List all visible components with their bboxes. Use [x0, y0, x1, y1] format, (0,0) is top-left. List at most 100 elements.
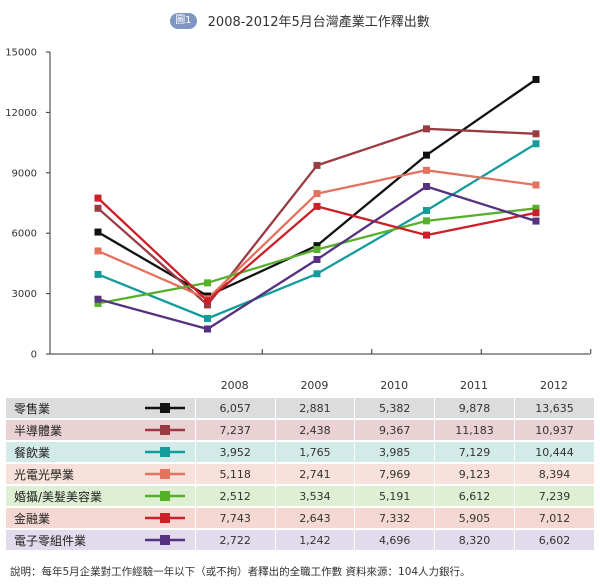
table-row: 光電光學業 5,118 2,741 7,969 9,123 8,394	[6, 464, 594, 484]
data-table: 2008 2009 2010 2011 2012 零售業 6,057 2,881 5,382 9…	[6, 372, 594, 552]
data-point	[423, 217, 430, 225]
value-cell: 6,602	[514, 530, 594, 550]
data-point	[94, 295, 102, 303]
value-cell: 2,722	[194, 530, 275, 550]
value-cell: 2,438	[274, 420, 355, 440]
value-cell: 2,741	[274, 464, 355, 484]
legend-swatch	[145, 513, 186, 523]
data-point	[313, 255, 321, 263]
legend-swatch-cell	[135, 530, 195, 550]
data-point	[423, 166, 430, 174]
value-cell: 5,118	[194, 464, 275, 484]
table-header-year: 2008	[220, 378, 249, 392]
table-row: 電子零組件業 2,722 1,242 4,696 8,320 6,602	[6, 530, 594, 550]
data-point	[313, 270, 321, 278]
legend-swatch-marker	[160, 425, 171, 435]
series-name: 電子零組件業	[6, 530, 136, 550]
table-header-year: 2012	[540, 378, 568, 392]
legend-swatch	[145, 447, 186, 457]
value-cell: 8,394	[514, 464, 594, 484]
value-cell: 6,057	[194, 398, 275, 418]
data-point	[532, 75, 540, 83]
data-point	[313, 245, 321, 253]
data-point	[532, 140, 540, 148]
data-point	[94, 228, 102, 236]
value-cell: 2,643	[274, 508, 355, 528]
table-header-row: 2008 2009 2010 2011 2012	[6, 374, 594, 396]
series-name: 半導體業	[6, 420, 136, 440]
series-name: 婚攝/美髮美容業	[6, 486, 136, 506]
series-name: 金融業	[6, 508, 136, 528]
value-cell: 5,191	[354, 486, 435, 506]
data-point	[313, 242, 321, 250]
y-tick-label: 0	[31, 350, 37, 361]
legend-swatch-marker	[160, 491, 171, 501]
legend-swatch-marker	[160, 513, 171, 523]
series-name: 光電光學業	[6, 464, 136, 484]
data-point	[532, 204, 540, 212]
y-tick-label: 3000	[12, 289, 37, 300]
series-name: 零售業	[6, 398, 136, 418]
data-point	[204, 314, 211, 322]
data-point	[313, 202, 321, 210]
data-point	[532, 209, 540, 217]
value-cell: 10,444	[514, 442, 594, 462]
data-point	[532, 217, 540, 225]
value-cell: 3,985	[354, 442, 435, 462]
value-cell: 9,367	[354, 420, 435, 440]
legend-swatch-cell	[135, 508, 195, 528]
legend-swatch-marker	[160, 447, 171, 457]
table-body: 零售業 6,057 2,881 5,382 9,878 13,635 半導體業 7,237 2,…	[6, 398, 594, 550]
data-point	[423, 182, 430, 190]
data-point	[94, 204, 102, 212]
value-cell: 7,969	[354, 464, 435, 484]
table-header-year: 2009	[300, 378, 329, 392]
table-row: 金融業 7,743 2,643 7,332 5,905 7,012	[6, 508, 594, 528]
value-cell: 2,512	[194, 486, 275, 506]
figure-badge: 圖1	[170, 12, 197, 29]
data-point	[313, 161, 321, 169]
value-cell: 5,905	[434, 508, 514, 528]
value-cell: 3,952	[194, 442, 275, 462]
y-tick-label: 9000	[12, 168, 37, 179]
table-row: 餐飲業 3,952 1,765 3,985 7,129 10,444	[6, 442, 594, 462]
table-row: 零售業 6,057 2,881 5,382 9,878 13,635	[6, 398, 594, 418]
value-cell: 2,881	[274, 398, 355, 418]
legend-swatch	[145, 425, 186, 435]
table-row: 婚攝/美髮美容業 2,512 3,534 5,191 6,612 7,239	[6, 486, 594, 506]
data-point	[94, 270, 102, 278]
value-cell: 10,937	[514, 420, 594, 440]
legend-swatch-cell	[135, 420, 195, 440]
table-header-year: 2010	[380, 378, 409, 392]
table-row: 半導體業 7,237 2,438 9,367 11,183 10,937	[6, 420, 594, 440]
legend-swatch-cell	[135, 442, 195, 462]
legend-swatch-marker	[160, 535, 171, 545]
value-cell: 7,743	[194, 508, 275, 528]
legend-swatch	[145, 469, 186, 479]
value-cell: 11,183	[434, 420, 514, 440]
data-point	[313, 190, 321, 198]
value-cell: 7,237	[194, 420, 275, 440]
value-cell: 4,696	[354, 530, 435, 550]
series-line	[97, 169, 537, 300]
legend-swatch	[145, 535, 186, 545]
data-point	[423, 231, 430, 239]
chart-title: 圖1 2008-2012年5月台灣產業工作釋出數	[0, 10, 600, 34]
data-point	[423, 151, 430, 159]
value-cell: 5,382	[354, 398, 435, 418]
legend-swatch-cell	[135, 464, 195, 484]
data-point	[532, 181, 540, 189]
value-cell: 7,129	[434, 442, 514, 462]
table-header-swatch	[135, 374, 195, 396]
footnote: 說明：每年5月企業對工作經驗一年以下（或不拘）者釋出的全職工作數 資料來源：10…	[10, 566, 471, 578]
legend-swatch-marker	[160, 403, 171, 413]
y-tick-label: 15000	[5, 48, 37, 59]
legend-swatch-cell	[135, 398, 195, 418]
value-cell: 3,534	[274, 486, 355, 506]
series-line	[97, 78, 537, 298]
data-point	[423, 206, 430, 214]
value-cell: 7,012	[514, 508, 594, 528]
table-header-name	[6, 374, 135, 396]
data-point	[423, 125, 430, 133]
table-header-year: 2011	[460, 378, 489, 392]
